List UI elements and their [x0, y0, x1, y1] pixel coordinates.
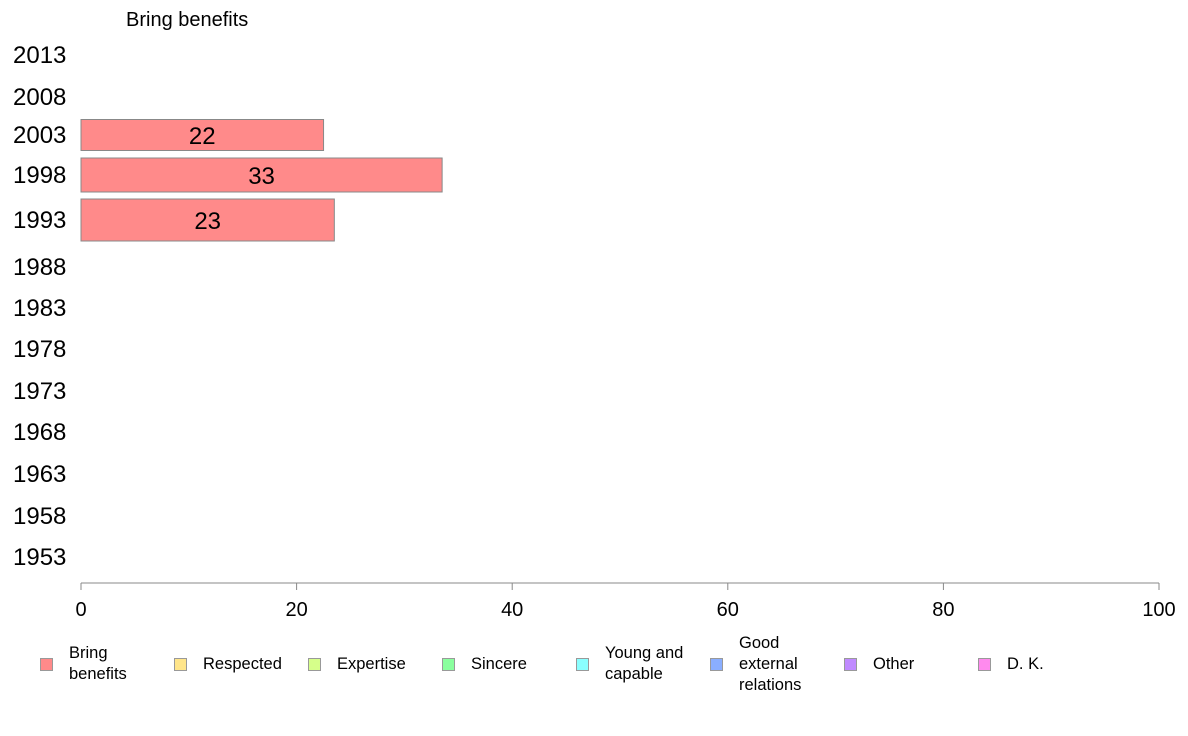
legend-label: Expertise — [337, 654, 406, 673]
x-tick-label: 80 — [932, 599, 954, 621]
chart-title: Bring benefits — [126, 9, 248, 31]
bars: 22 33 23 — [80, 119, 443, 242]
bar-value-label: 33 — [248, 163, 275, 190]
y-axis-labels: 2013 2008 2003 1998 1993 1988 1983 1978 1973 1968… — [13, 42, 66, 571]
legend-swatch — [576, 657, 589, 671]
legend-label: Respected — [203, 654, 282, 673]
y-tick-label: 1983 — [13, 295, 66, 322]
legend-swatch — [174, 657, 187, 671]
x-axis: 0 20 40 60 80 100 — [75, 582, 1176, 621]
legend-item: Young and capable — [576, 630, 683, 698]
y-tick-label: 1988 — [13, 254, 66, 281]
bar — [80, 198, 335, 242]
legend-item: Sincere — [442, 630, 527, 698]
legend-swatch — [40, 657, 53, 671]
legend-swatch — [710, 657, 723, 671]
legend-label: Sincere — [471, 654, 527, 673]
legend-item: Respected — [174, 630, 282, 698]
legend-swatch — [308, 657, 321, 671]
legend-item: Other — [844, 630, 914, 698]
y-tick-label: 1963 — [13, 461, 66, 488]
legend-item: D. K. — [978, 630, 1044, 698]
legend-label: Good external relations — [739, 633, 802, 694]
legend-item: Expertise — [308, 630, 406, 698]
legend: Bring benefits Respected Expertise Sincere Y… — [0, 630, 1188, 710]
bar — [80, 157, 443, 193]
bar-value-label: 23 — [194, 208, 221, 235]
x-tick-label: 60 — [717, 599, 739, 621]
x-tick-label: 40 — [501, 599, 523, 621]
y-tick-label: 2013 — [13, 42, 66, 69]
legend-label: Bring benefits — [69, 644, 127, 683]
legend-item: Bring benefits — [40, 630, 127, 698]
y-tick-label: 1978 — [13, 336, 66, 363]
x-tick-label: 100 — [1142, 599, 1175, 621]
y-tick-label: 2008 — [13, 84, 66, 111]
bar-chart: Bring benefits 2013 2008 2003 1998 1993 1988 1… — [13, 9, 1176, 621]
y-tick-label: 2003 — [13, 122, 66, 149]
y-tick-label: 1958 — [13, 503, 66, 530]
legend-swatch — [978, 657, 991, 671]
x-tick-label: 20 — [285, 599, 307, 621]
legend-label: D. K. — [1007, 654, 1044, 673]
y-tick-label: 1968 — [13, 419, 66, 446]
y-tick-label: 1973 — [13, 378, 66, 405]
y-tick-label: 1993 — [13, 207, 66, 234]
y-tick-label: 1998 — [13, 162, 66, 189]
bar — [80, 119, 325, 151]
legend-item: Good external relations — [710, 630, 801, 698]
legend-label: Young and capable — [605, 644, 684, 683]
legend-swatch — [442, 657, 455, 671]
legend-label: Other — [873, 654, 915, 673]
x-tick-label: 0 — [75, 599, 86, 621]
bar-value-label: 22 — [189, 123, 216, 150]
y-tick-label: 1953 — [13, 544, 66, 571]
legend-swatch — [844, 657, 857, 671]
